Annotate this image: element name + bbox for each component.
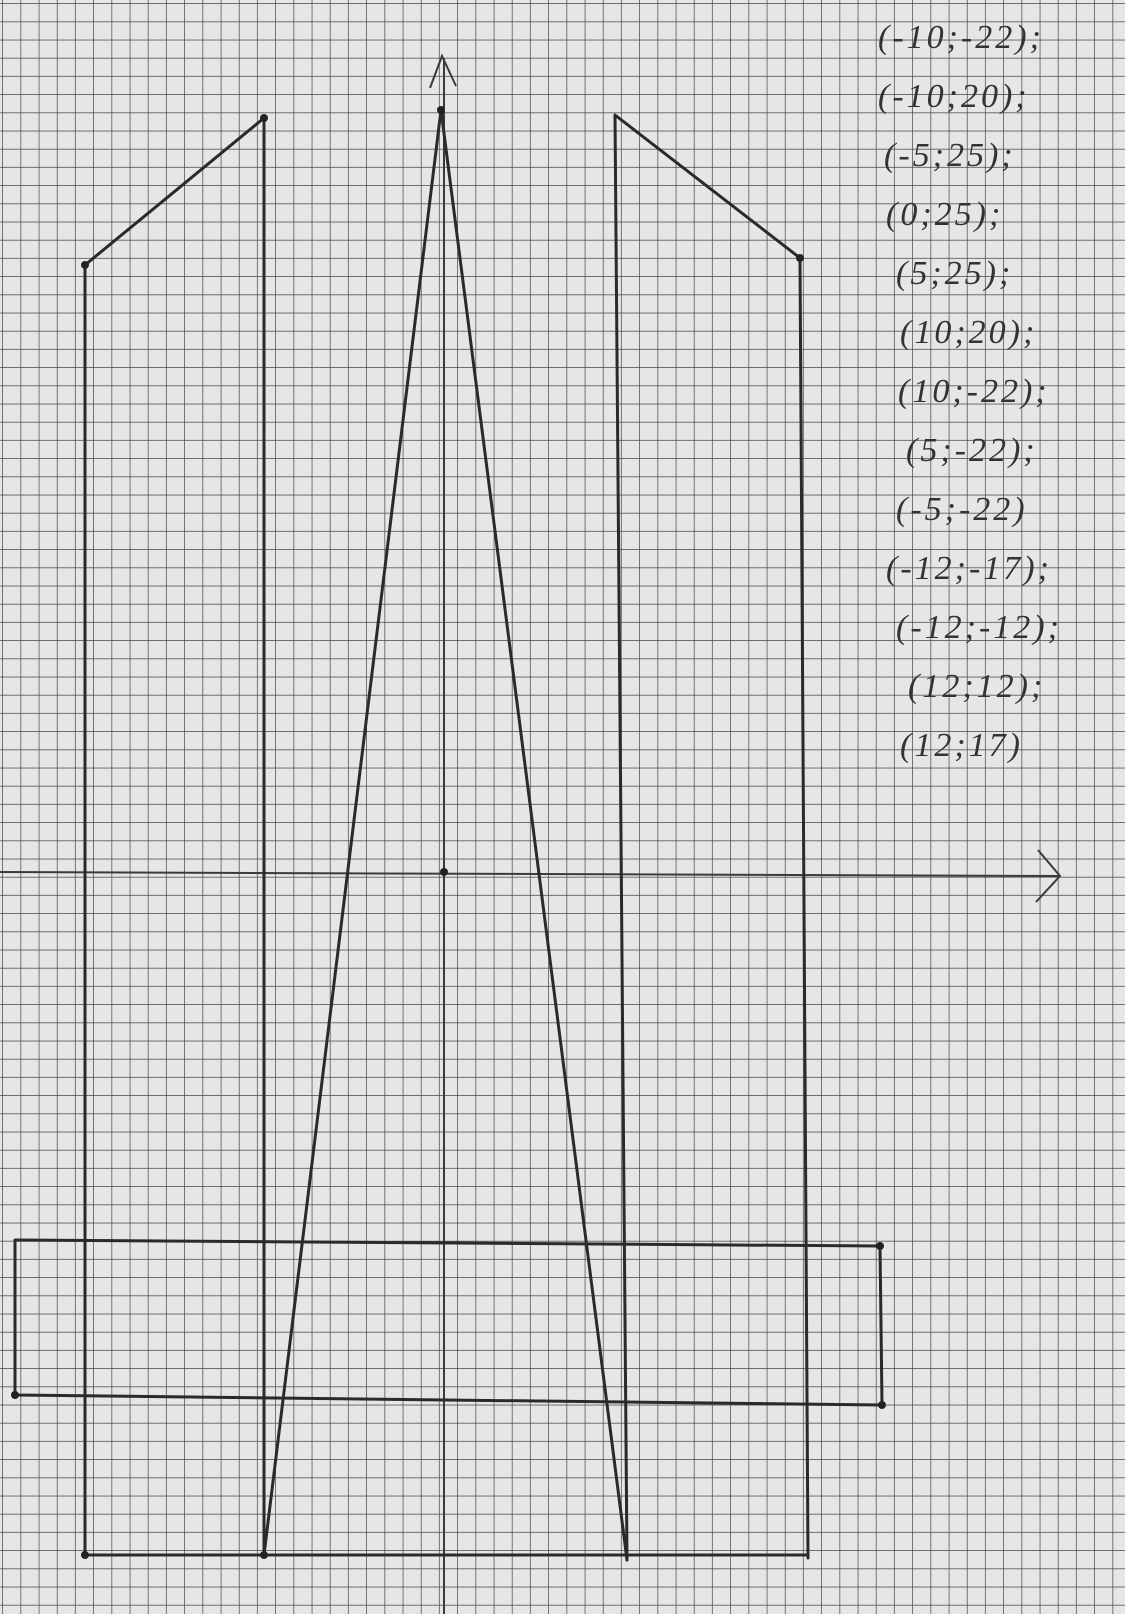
point-label: (-10;-22);	[878, 19, 1044, 56]
left-part	[83, 116, 266, 1557]
right-part	[613, 113, 810, 1562]
point-label: (-12;-17);	[886, 550, 1052, 587]
y-axis	[429, 53, 457, 1614]
point-label: (0;25);	[886, 196, 1003, 233]
point-label: (-12;-12);	[896, 609, 1062, 646]
point-label: (12;17)	[900, 727, 1023, 764]
point-label: (-5;25);	[884, 137, 1016, 174]
point-label: (12;12);	[908, 668, 1045, 705]
point-list: (-10;-22); (-10;20); (-5;25); (0;25); (5;25)…	[878, 19, 1062, 764]
point-label: (-5;-22)	[896, 491, 1028, 528]
point-label: (-10;20);	[878, 78, 1030, 115]
point-label: (5;25);	[896, 255, 1013, 292]
x-axis	[0, 849, 1062, 903]
point-label: (10;20);	[900, 314, 1037, 351]
point-label: (10;-22);	[898, 373, 1050, 410]
vertices	[11, 106, 886, 1559]
point-label: (5;-22);	[906, 432, 1038, 469]
